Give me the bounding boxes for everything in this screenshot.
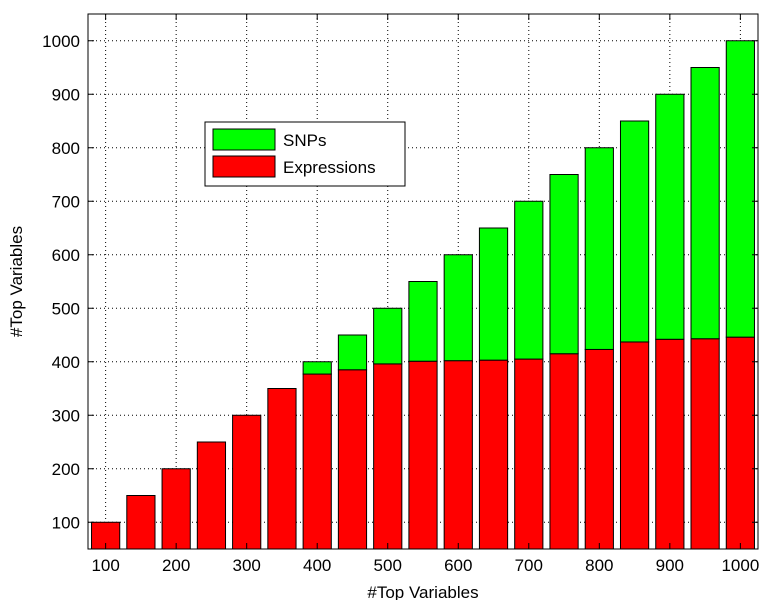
axis-ticks [88, 14, 758, 549]
y-tick-label: 400 [52, 353, 80, 372]
bar-snps [549, 174, 579, 355]
legend-label: SNPs [283, 131, 326, 150]
bar-snps [302, 361, 332, 375]
bar-expressions [478, 359, 509, 550]
bar-expressions [337, 369, 368, 550]
legend-label: Expressions [283, 158, 376, 177]
bar-snps [478, 227, 509, 361]
bar-snps [443, 254, 473, 362]
bar-expressions [302, 373, 332, 550]
x-tick-label: 800 [585, 556, 613, 575]
y-axis-label: #Top Variables [7, 226, 26, 337]
y-tick-label: 1000 [42, 32, 80, 51]
bar-expressions [619, 341, 650, 550]
x-axis-label: #Top Variables [367, 583, 478, 600]
bar-snps [725, 40, 755, 338]
bar-snps [690, 67, 720, 340]
bar-snps [584, 147, 614, 350]
bar-expressions [690, 338, 720, 550]
bar-expressions [196, 441, 227, 550]
x-tick-label: 100 [91, 556, 119, 575]
bar-snps [337, 334, 368, 371]
y-tick-label: 600 [52, 246, 80, 265]
y-tick-label: 300 [52, 406, 80, 425]
y-tick-label: 700 [52, 192, 80, 211]
x-tick-label: 500 [374, 556, 402, 575]
bars [91, 40, 755, 550]
x-tick-label: 1000 [721, 556, 759, 575]
y-tick-label: 800 [52, 139, 80, 158]
bar-expressions [267, 388, 297, 550]
y-tick-label: 100 [52, 513, 80, 532]
bar-expressions [161, 468, 191, 550]
bar-expressions [126, 495, 156, 550]
y-tick-labels: 100 200 300 400 500 600 700 800 900 1000 [42, 32, 80, 533]
bar-expressions [549, 353, 579, 550]
x-tick-label: 600 [444, 556, 472, 575]
x-tick-label: 400 [303, 556, 331, 575]
y-tick-label: 200 [52, 460, 80, 479]
bar-snps [619, 120, 650, 343]
y-tick-label: 900 [52, 85, 80, 104]
bar-expressions [408, 360, 438, 550]
bar-expressions [443, 360, 473, 550]
legend-swatch [212, 128, 276, 151]
bar-snps [373, 307, 403, 365]
x-tick-labels: 100 200 300 400 500 600 700 800 900 1000 [91, 556, 759, 575]
bar-expressions [232, 414, 262, 550]
bar-expressions [514, 358, 544, 550]
bar-snps [655, 93, 685, 340]
bar-expressions [655, 338, 685, 550]
x-tick-label: 300 [232, 556, 260, 575]
bar-expressions [725, 336, 755, 550]
bar-snps [514, 200, 544, 360]
bar-expressions [584, 348, 614, 550]
x-tick-label: 700 [515, 556, 543, 575]
bar-snps [408, 281, 438, 362]
legend: SNPs Expressions [204, 121, 406, 187]
bar-expressions [373, 363, 403, 550]
legend-swatch [212, 155, 276, 178]
plot-frame [87, 13, 759, 550]
x-tick-label: 900 [656, 556, 684, 575]
y-tick-label: 500 [52, 299, 80, 318]
x-tick-label: 200 [162, 556, 190, 575]
